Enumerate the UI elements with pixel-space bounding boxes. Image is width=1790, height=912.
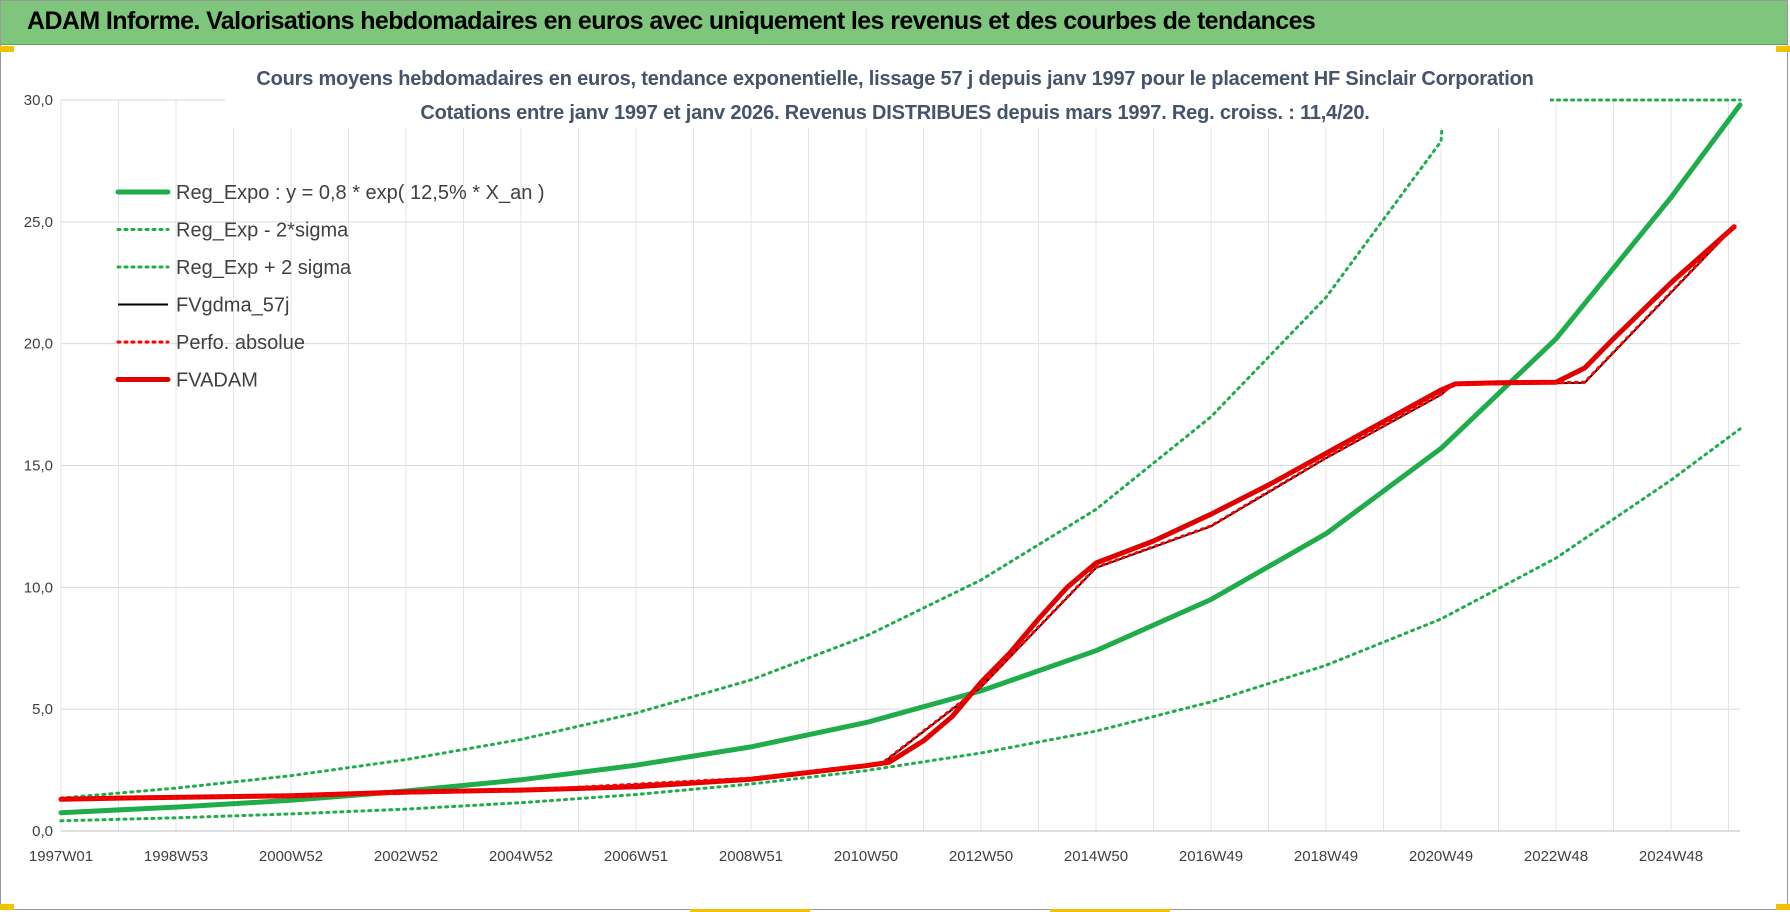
series-line-3 [59,98,1742,800]
legend-label: FVgdma_57j [176,295,289,317]
x-tick-label: 2004W52 [489,848,553,865]
banner-title: ADAM Informe. Valorisations hebdomadaire… [27,7,1316,35]
x-tick-label: 2010W50 [834,848,898,865]
x-tick-label: 2000W52 [259,848,323,865]
legend-label: FVADAM [176,370,258,392]
x-tick-label: 2002W52 [374,848,438,865]
x-tick-label: 1997W01 [29,848,93,865]
x-tick-label: 2022W48 [1524,848,1588,865]
y-tick-label: 15,0 [24,458,53,475]
title-banner: ADAM Informe. Valorisations hebdomadaire… [1,1,1787,45]
y-tick-label: 25,0 [24,214,53,231]
bottom-accent-left [690,909,810,912]
x-axis-ticks: 1997W01 1998W53 2000W52 2002W52 2004W52 2006W… [29,848,1703,865]
y-tick-label: 0,0 [32,823,53,840]
legend-label: Perfo. absolue [176,332,305,354]
title-background [225,64,1550,128]
y-tick-label: 20,0 [24,336,53,353]
y-tick-label: 5,0 [32,701,53,718]
chart-subtitle: Cotations entre janv 1997 et janv 2026. … [420,102,1369,124]
series-line-5 [59,224,1736,801]
series-line-6 [58,224,1737,802]
legend: Reg_Expo : y = 0,8 * exp( 12,5% * X_an )… [115,182,545,392]
bottom-accent-right [1050,909,1170,912]
series-line-1 [58,102,1743,816]
x-tick-label: 2006W51 [604,848,668,865]
chart-title: Cours moyens hebdomadaires en euros, ten… [256,68,1533,90]
grid-lines [60,99,1740,832]
y-axis-ticks: 0,0 5,0 10,0 15,0 20,0 25,0 30,0 [24,92,53,840]
line-chart: 0,0 5,0 10,0 15,0 20,0 25,0 30,0 1997W01 1998W5… [24,64,1743,865]
corner-marker-tl [0,46,14,52]
series-lines [58,98,1743,823]
x-tick-label: 2014W50 [1064,848,1128,865]
x-tick-label: 2020W49 [1409,848,1473,865]
x-tick-label: 2018W49 [1294,848,1358,865]
legend-label: Reg_Exp + 2 sigma [176,257,352,279]
x-tick-label: 2012W50 [949,848,1013,865]
corner-marker-bl [0,904,14,910]
y-tick-label: 10,0 [24,579,53,596]
x-tick-label: 2016W49 [1179,848,1243,865]
legend-label: Reg_Exp - 2*sigma [176,220,349,242]
x-tick-label: 2008W51 [719,848,783,865]
corner-marker-br [1776,904,1790,910]
x-tick-label: 1998W53 [144,848,208,865]
x-tick-label: 2024W48 [1639,848,1703,865]
series-line-2 [59,427,1742,823]
corner-marker-tr [1776,46,1790,52]
legend-label: Reg_Expo : y = 0,8 * exp( 12,5% * X_an ) [176,182,545,204]
y-tick-label: 30,0 [24,92,53,109]
